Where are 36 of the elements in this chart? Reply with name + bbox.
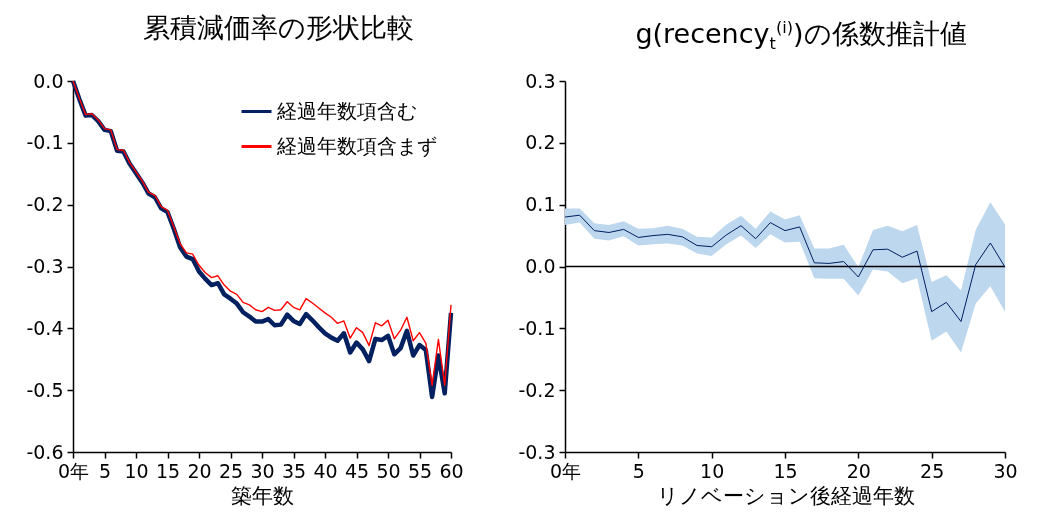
x-tick-label: 10 (124, 459, 149, 482)
x-tick-label: 20 (187, 459, 212, 482)
x-axis-title: 築年数 (231, 483, 294, 508)
legend-label: 経過年数項含む (276, 98, 417, 123)
x-tick-label: 5 (98, 459, 112, 482)
chart-title: g(recency$_{t}$$^{(i)}$)の係数推計値 (634, 17, 968, 54)
x-tick-label: 25 (218, 459, 244, 482)
y-tick-label: -0.5 (26, 378, 64, 401)
x-axis-title: リノベーション後経過年数 (656, 483, 915, 508)
x-tick-label: 60 (439, 459, 464, 482)
legend-label: 経過年数項含まず (276, 133, 437, 158)
y-tick-label: -0.2 (518, 378, 556, 401)
y-tick-label: -0.3 (26, 255, 64, 277)
y-tick-label: 0.0 (525, 255, 556, 277)
y-tick-label: 0.1 (525, 193, 556, 216)
x-tick-label: 30 (250, 459, 275, 482)
x-tick-label: 35 (281, 459, 307, 482)
x-tick-label: 50 (376, 459, 401, 482)
y-tick-label: 0.2 (525, 131, 556, 154)
x-tick-label: 55 (407, 459, 433, 482)
y-tick-label: -0.1 (518, 316, 556, 339)
x-tick-label: 45 (344, 459, 370, 482)
x-tick-label: 25 (920, 459, 945, 482)
x-tick-label: 5 (632, 459, 645, 482)
x-tick-label: 10 (700, 459, 725, 482)
x-tick-label: 15 (155, 459, 181, 482)
chart-title: 累積減価率の形状比較 (141, 11, 415, 45)
y-tick-label: 0.3 (525, 69, 556, 92)
x-tick-label: 40 (313, 459, 338, 482)
y-tick-label: -0.2 (26, 193, 64, 216)
x-tick-label: 20 (846, 459, 871, 482)
y-tick-label: 0.0 (33, 69, 64, 92)
x-tick-label: 15 (773, 459, 798, 482)
x-tick-label: 30 (993, 459, 1018, 482)
y-tick-label: -0.4 (26, 316, 64, 339)
y-tick-label: -0.1 (26, 131, 64, 154)
